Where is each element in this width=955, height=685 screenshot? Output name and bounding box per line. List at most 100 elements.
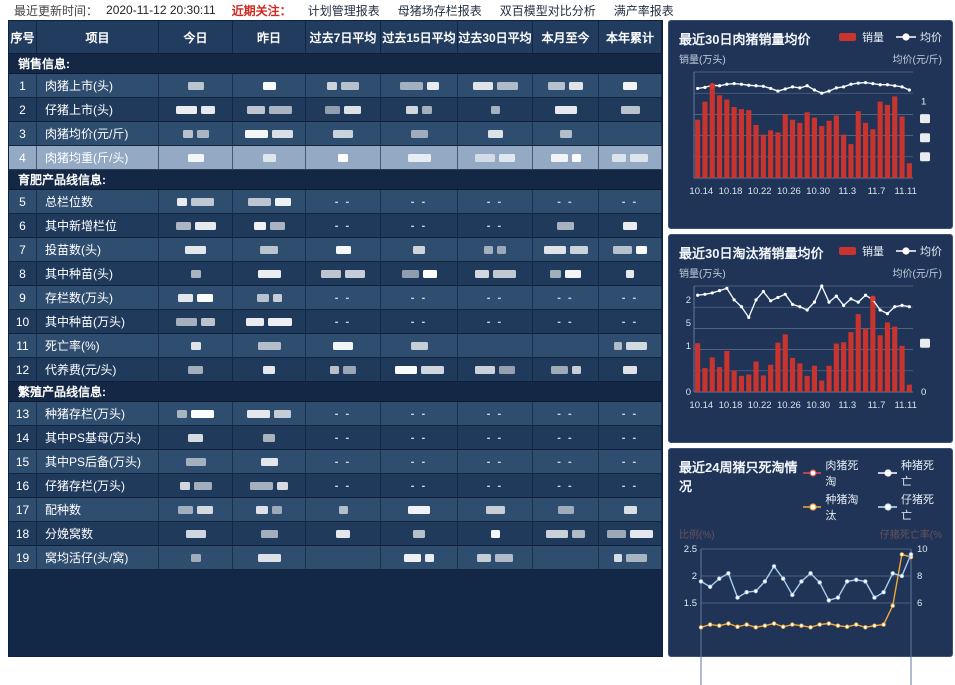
table-cell: - - [599, 426, 662, 450]
table-section-row: 销售信息: [9, 54, 662, 74]
redacted-value [188, 433, 203, 442]
legend-item[interactable]: 销量 [838, 29, 884, 45]
legend-item[interactable]: 仔猪死亡 [878, 491, 942, 523]
row-label: 其中PS后备(万头) [37, 450, 159, 474]
legend-label: 仔猪死亡 [901, 494, 934, 522]
row-number: 18 [9, 522, 37, 546]
redacted-value [250, 481, 273, 490]
svg-text:11.11: 11.11 [895, 186, 917, 197]
no-data-dash: - - [410, 195, 428, 208]
table-row[interactable]: 11 死亡率(%) [9, 334, 662, 358]
no-data-dash: - - [410, 315, 428, 328]
table-row[interactable]: 5 总栏位数 - - - - - - - - - - [9, 190, 662, 214]
report-tab-3[interactable]: 双百模型对比分析 [499, 3, 596, 18]
redacted-value [401, 269, 419, 278]
line-legend-icon [896, 247, 916, 255]
table-row[interactable]: 3 肉猪均价(元/斤) [9, 122, 662, 146]
redacted-value [268, 105, 292, 114]
line-legend-icon [878, 469, 897, 477]
table-cell [233, 98, 306, 122]
no-data-dash: - - [557, 407, 574, 420]
redacted-value [177, 409, 187, 418]
no-data-dash: - - [486, 455, 504, 468]
table-cell [381, 238, 458, 262]
legend-item[interactable]: 肉猪死淘 [802, 457, 867, 489]
table-row[interactable]: 9 存栏数(万头) - - - - - - - - - - [9, 286, 662, 310]
row-number: 4 [9, 146, 37, 170]
table-row[interactable]: 14 其中PS基母(万头) - - - - - - - - - - [9, 426, 662, 450]
table-cell: - - [306, 286, 381, 310]
legend-item[interactable]: 种猪死亡 [878, 457, 942, 489]
table-row[interactable]: 19 窝均活仔(头/窝) [9, 546, 662, 570]
svg-text:10.18: 10.18 [719, 400, 743, 411]
redacted-value [613, 553, 622, 562]
chart-plot: 1 10.14 10.18 10.22 10.26 10.30 11.3 11.7 11.11 [689, 71, 930, 197]
legend-item[interactable]: 均价 [896, 243, 942, 259]
table-row[interactable]: 4 肉猪均重(斤/头) [9, 146, 662, 170]
table-cell [233, 262, 306, 286]
no-data-dash: - - [334, 455, 352, 468]
table-row[interactable]: 6 其中新增栏位 - - - - - - [9, 214, 662, 238]
redacted-value [550, 153, 568, 162]
table-cell [306, 262, 381, 286]
table-cell [533, 498, 599, 522]
table-cell: - - [599, 310, 662, 334]
legend-item[interactable]: 均价 [896, 29, 942, 45]
redacted-value [404, 553, 421, 562]
row-label: 存栏数(万头) [37, 286, 159, 310]
row-label: 配种数 [37, 498, 159, 522]
table-cell [533, 122, 599, 146]
table-row[interactable]: 1 肉猪上市(头) [9, 74, 662, 98]
redacted-value [194, 221, 216, 230]
row-number: 15 [9, 450, 37, 474]
redacted-value [185, 457, 206, 466]
redacted-value [344, 105, 361, 114]
redacted-value [272, 129, 293, 138]
report-tab-2[interactable]: 母猪场存栏报表 [397, 3, 482, 18]
redacted-value [190, 553, 201, 562]
svg-text:10.26: 10.26 [777, 186, 801, 197]
redacted-value [201, 317, 215, 326]
redacted-value [394, 365, 417, 374]
table-cell [159, 214, 233, 238]
table-row[interactable]: 15 其中PS后备(万头) - - - - - - - - - - [9, 450, 662, 474]
redacted-value [499, 153, 515, 162]
row-number: 1 [9, 74, 37, 98]
table-row[interactable]: 16 仔猪存栏(万头) - - - - - - - - - - [9, 474, 662, 498]
redacted-value [612, 153, 626, 162]
table-cell [159, 546, 233, 570]
redacted-value [187, 153, 204, 162]
table-row[interactable]: 10 其中种苗(万头) - - - - - - - - - - [9, 310, 662, 334]
table-row[interactable]: 12 代养费(元/头) [9, 358, 662, 382]
table-row[interactable]: 17 配种数 [9, 498, 662, 522]
redacted-value [557, 505, 574, 514]
redacted-value [620, 105, 640, 114]
table-row[interactable]: 13 种猪存栏(万头) - - - - - - - - - - [9, 402, 662, 426]
legend-item[interactable]: 种猪淘汰 [802, 491, 867, 523]
table-row[interactable]: 7 投苗数(头) [9, 238, 662, 262]
table-row[interactable]: 8 其中种苗(头) [9, 262, 662, 286]
row-label: 投苗数(头) [37, 238, 159, 262]
table-cell [306, 334, 381, 358]
no-data-dash: - - [410, 219, 428, 232]
table-cell [233, 474, 306, 498]
table-cell [458, 74, 533, 98]
svg-text:10.22: 10.22 [748, 186, 772, 197]
table-cell [458, 98, 533, 122]
table-cell [159, 334, 233, 358]
report-tab-1[interactable]: 计划管理报表 [307, 3, 380, 18]
table-row[interactable]: 18 分娩窝数 [9, 522, 662, 546]
report-tab-4[interactable]: 满产率报表 [613, 3, 674, 18]
table-row[interactable]: 2 仔猪上市(头) [9, 98, 662, 122]
row-number: 8 [9, 262, 37, 286]
chart-title: 最近30日淘汰猪销量均价 [679, 246, 824, 261]
redacted-value [475, 153, 495, 162]
legend-item[interactable]: 销量 [838, 243, 884, 259]
table-cell: - - [533, 286, 599, 310]
table-cell [458, 146, 533, 170]
table-cell [533, 146, 599, 170]
redacted-value [420, 365, 444, 374]
redacted-value [636, 245, 647, 254]
no-data-dash: - - [621, 455, 639, 468]
redacted-value [247, 409, 270, 418]
